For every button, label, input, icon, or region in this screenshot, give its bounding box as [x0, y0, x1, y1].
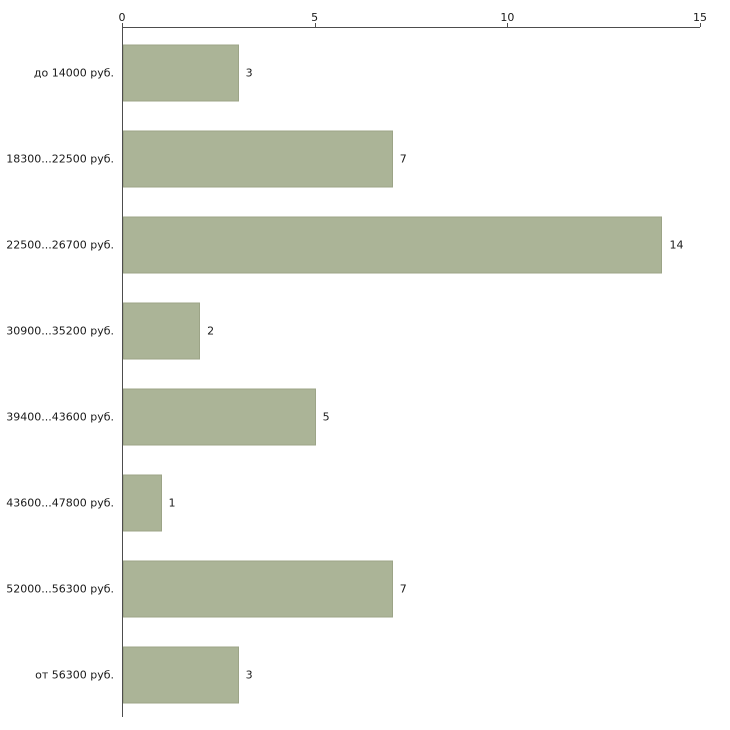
- bar: [123, 216, 663, 274]
- bar-value-label: 14: [669, 238, 684, 252]
- bar-value-label: 1: [168, 496, 176, 510]
- bar: [123, 560, 393, 618]
- bar-row: 52000...56300 руб. 7: [0, 546, 730, 632]
- bar-row: 22500...26700 руб. 14: [0, 202, 730, 288]
- x-tick-mark: [700, 23, 701, 27]
- category-label: 43600...47800 руб.: [6, 496, 114, 510]
- bar: [123, 646, 239, 704]
- x-tick-label: 5: [311, 11, 319, 24]
- category-label: 52000...56300 руб.: [6, 582, 114, 596]
- bar-value-label: 3: [245, 668, 253, 682]
- bar-row: 18300...22500 руб. 7: [0, 116, 730, 202]
- category-label: 30900...35200 руб.: [6, 324, 114, 338]
- x-tick-label: 15: [693, 11, 707, 24]
- bar-row: 39400...43600 руб. 5: [0, 374, 730, 460]
- bar-value-label: 7: [399, 582, 407, 596]
- bar-value-label: 5: [322, 410, 330, 424]
- x-tick-label: 0: [118, 11, 126, 24]
- bar-row: 30900...35200 руб. 2: [0, 288, 730, 374]
- bar: [123, 474, 162, 532]
- bar: [123, 44, 239, 102]
- category-label: 22500...26700 руб.: [6, 238, 114, 252]
- plot-area: [122, 27, 700, 717]
- bar-row: 43600...47800 руб. 1: [0, 460, 730, 546]
- category-label: 18300...22500 руб.: [6, 152, 114, 166]
- category-label: до 14000 руб.: [33, 66, 114, 80]
- category-label: от 56300 руб.: [35, 668, 114, 682]
- category-label: 39400...43600 руб.: [6, 410, 114, 424]
- bar: [123, 388, 316, 446]
- bar: [123, 302, 201, 360]
- bar-row: от 56300 руб. 3: [0, 632, 730, 718]
- x-tick-mark: [314, 23, 316, 27]
- bar-value-label: 2: [207, 324, 215, 338]
- x-tick-mark: [122, 23, 123, 27]
- bar-value-label: 3: [245, 66, 253, 80]
- x-tick-mark: [507, 23, 509, 27]
- x-tick-label: 10: [500, 11, 515, 24]
- bar-value-label: 7: [399, 152, 407, 166]
- bar-row: до 14000 руб. 3: [0, 30, 730, 116]
- bar: [123, 130, 393, 188]
